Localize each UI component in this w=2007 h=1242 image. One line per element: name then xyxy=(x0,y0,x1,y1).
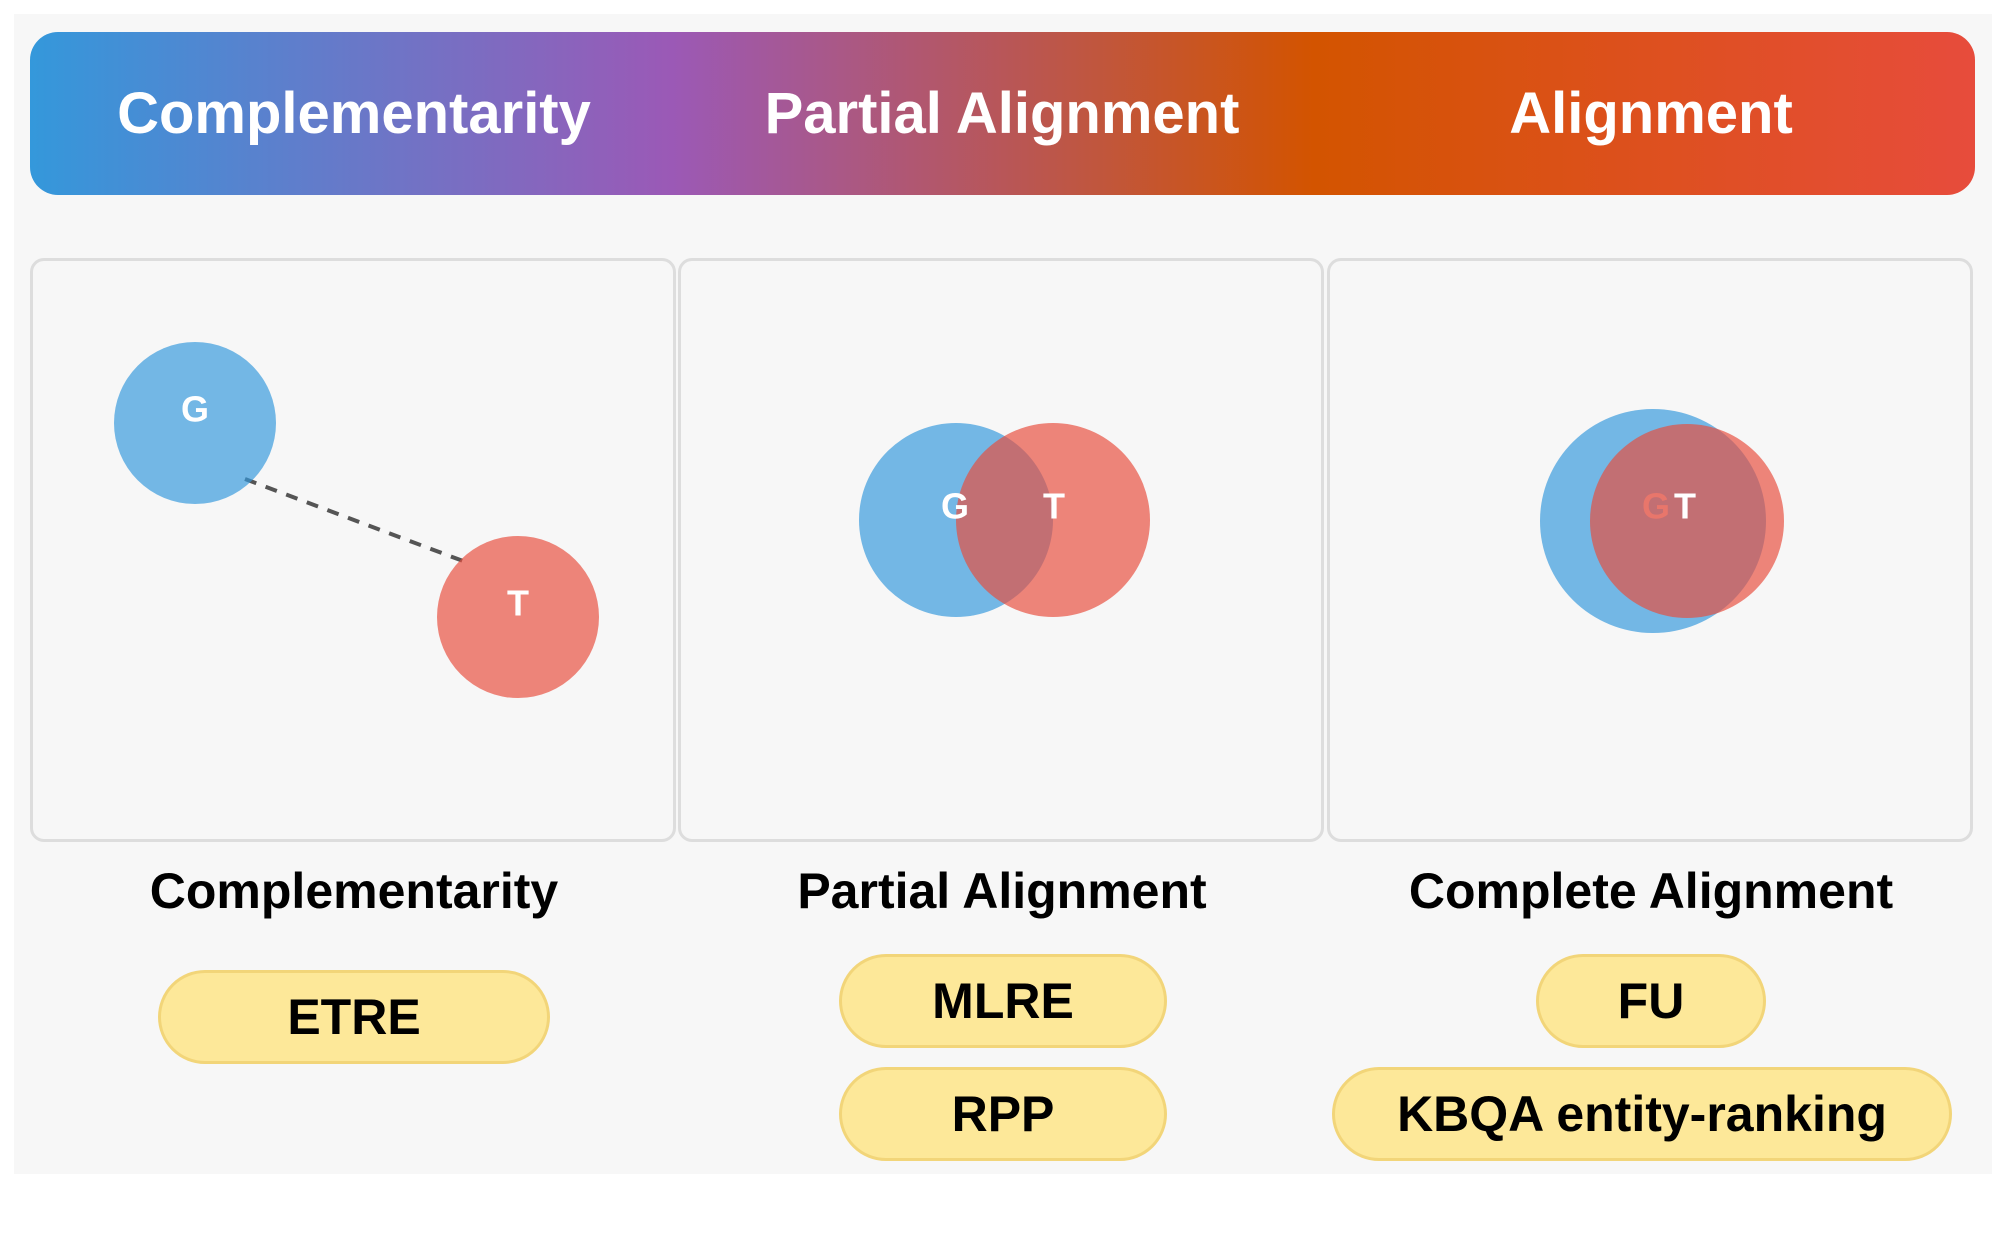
complete-alignment-panel: G T xyxy=(1327,258,1973,842)
g-label: G xyxy=(941,486,969,527)
complementarity-graphic: G T xyxy=(114,342,599,698)
tag-etre: ETRE xyxy=(158,970,550,1064)
t-circle xyxy=(437,536,599,698)
t-label: T xyxy=(1043,486,1065,527)
t-label: T xyxy=(1674,486,1696,527)
complete-alignment-graphic: G T xyxy=(1540,409,1784,633)
complementarity-caption: Complementarity xyxy=(149,863,559,919)
complementarity-panel: G T xyxy=(30,258,676,842)
tag-kbqa-entity-ranking: KBQA entity-ranking xyxy=(1332,1067,1952,1161)
t-circle xyxy=(956,423,1150,617)
partial-alignment-caption: Partial Alignment xyxy=(797,863,1207,919)
banner-label-complementarity: Complementarity xyxy=(117,81,591,146)
partial-alignment-graphic: G T xyxy=(859,423,1150,617)
tag-rpp: RPP xyxy=(839,1067,1167,1161)
connection-dashed-line xyxy=(244,477,464,563)
tag-fu: FU xyxy=(1536,954,1766,1048)
complete-alignment-caption: Complete Alignment xyxy=(1408,863,1894,919)
t-circle xyxy=(1590,424,1784,618)
partial-alignment-panel: G T xyxy=(678,258,1324,842)
g-label: G xyxy=(181,389,209,430)
t-label: T xyxy=(507,583,529,624)
tag-mlre: MLRE xyxy=(839,954,1167,1048)
g-label: G xyxy=(1642,486,1670,527)
category-banner: Complementarity Partial Alignment Alignm… xyxy=(30,32,1975,195)
banner-label-partial-alignment: Partial Alignment xyxy=(764,81,1240,146)
banner-label-alignment: Alignment xyxy=(1509,81,1793,146)
g-circle xyxy=(114,342,276,504)
